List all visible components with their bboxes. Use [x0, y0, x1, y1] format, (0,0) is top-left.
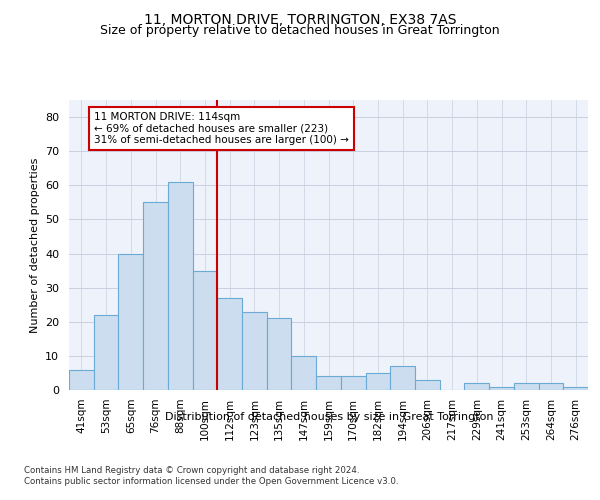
Bar [464, 383, 489, 390]
Bar [489, 386, 514, 390]
Bar [267, 318, 292, 390]
Bar [390, 366, 415, 390]
Bar [69, 370, 94, 390]
Bar [242, 312, 267, 390]
Bar [415, 380, 440, 390]
Bar [118, 254, 143, 390]
Bar [514, 383, 539, 390]
Bar [143, 202, 168, 390]
Text: Contains HM Land Registry data © Crown copyright and database right 2024.: Contains HM Land Registry data © Crown c… [24, 466, 359, 475]
Text: 11, MORTON DRIVE, TORRINGTON, EX38 7AS: 11, MORTON DRIVE, TORRINGTON, EX38 7AS [144, 12, 456, 26]
Bar [168, 182, 193, 390]
Bar [365, 373, 390, 390]
Text: 11 MORTON DRIVE: 114sqm
← 69% of detached houses are smaller (223)
31% of semi-d: 11 MORTON DRIVE: 114sqm ← 69% of detache… [94, 112, 349, 145]
Y-axis label: Number of detached properties: Number of detached properties [29, 158, 40, 332]
Text: Contains public sector information licensed under the Open Government Licence v3: Contains public sector information licen… [24, 477, 398, 486]
Bar [316, 376, 341, 390]
Bar [563, 386, 588, 390]
Bar [341, 376, 365, 390]
Bar [292, 356, 316, 390]
Bar [193, 270, 217, 390]
Text: Distribution of detached houses by size in Great Torrington: Distribution of detached houses by size … [164, 412, 493, 422]
Text: Size of property relative to detached houses in Great Torrington: Size of property relative to detached ho… [100, 24, 500, 37]
Bar [539, 383, 563, 390]
Bar [217, 298, 242, 390]
Bar [94, 315, 118, 390]
